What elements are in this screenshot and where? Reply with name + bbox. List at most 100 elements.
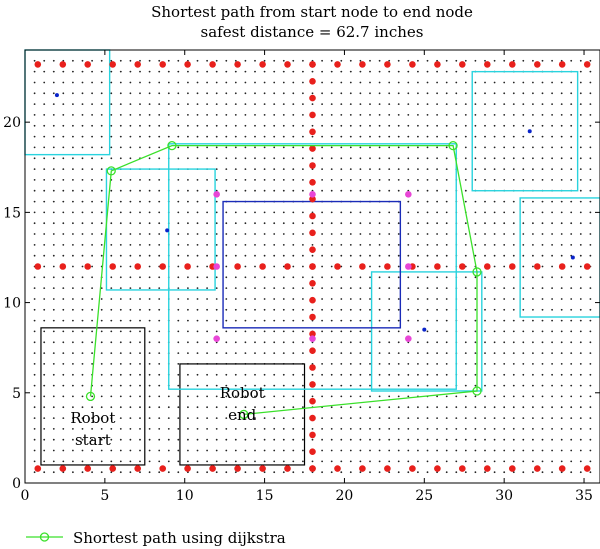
grid-dot — [522, 168, 525, 171]
grid-dot — [254, 265, 256, 268]
grid-dot — [551, 438, 553, 441]
grid-dot — [33, 428, 36, 430]
grid-dot — [474, 276, 477, 279]
grid-dot — [196, 103, 199, 105]
grid-dot — [493, 438, 496, 441]
grid-dot — [158, 103, 161, 105]
grid-dot — [407, 395, 410, 398]
grid-dot — [244, 135, 247, 138]
grid-dot — [369, 254, 371, 257]
grid-dot — [541, 449, 544, 452]
grid-dot — [464, 59, 467, 62]
grid-dot — [52, 103, 55, 105]
grid-dot — [407, 103, 410, 105]
grid-dot — [206, 406, 209, 409]
grid-dot — [503, 395, 506, 398]
grid-dot — [302, 406, 304, 409]
grid-dot — [349, 92, 352, 95]
grid-dot — [292, 135, 295, 138]
grid-dot — [100, 157, 103, 160]
grid-dot — [436, 319, 438, 322]
grid-dot — [503, 384, 506, 387]
grid-dot — [340, 254, 343, 257]
grid-dot — [254, 189, 256, 192]
wall-node — [309, 465, 316, 472]
grid-dot — [369, 352, 371, 354]
grid-dot — [579, 81, 582, 84]
grid-dot — [484, 124, 486, 127]
grid-dot — [484, 254, 486, 257]
grid-dot — [407, 200, 410, 203]
grid-dot — [148, 363, 151, 365]
grid-dot — [551, 308, 553, 311]
grid-dot — [532, 460, 534, 463]
grid-dot — [244, 59, 247, 62]
grid-dot — [397, 373, 400, 376]
grid-dot — [43, 276, 46, 279]
grid-dot — [378, 265, 381, 268]
grid-dot — [589, 135, 592, 138]
grid-dot — [484, 428, 486, 430]
grid-dot — [474, 287, 477, 289]
grid-dot — [369, 92, 371, 95]
grid-dot — [369, 363, 371, 365]
grid-dot — [52, 276, 55, 279]
grid-dot — [464, 341, 467, 344]
grid-dot — [177, 146, 180, 149]
grid-dot — [532, 135, 534, 138]
grid-dot — [254, 81, 256, 84]
grid-dot — [187, 114, 189, 116]
grid-dot — [225, 298, 228, 300]
grid-dot — [522, 352, 525, 354]
grid-dot — [359, 233, 362, 235]
grid-dot — [311, 244, 314, 246]
grid-dot — [110, 114, 113, 116]
grid-dot — [522, 449, 525, 452]
grid-dot — [225, 330, 228, 333]
grid-dot — [196, 70, 199, 73]
path-node — [167, 140, 177, 151]
grid-dot — [484, 92, 486, 95]
wall-node — [309, 364, 316, 371]
wall-node — [309, 397, 316, 405]
grid-dot — [388, 254, 391, 257]
grid-dot — [119, 417, 122, 419]
grid-dot — [445, 417, 448, 419]
grid-dot — [369, 70, 371, 73]
grid-dot — [273, 276, 276, 279]
grid-dot — [369, 222, 371, 225]
grid-dot — [532, 384, 534, 387]
grid-dot — [91, 308, 93, 311]
grid-dot — [302, 59, 304, 62]
grid-dot — [177, 124, 180, 127]
grid-dot — [263, 395, 266, 398]
grid-dot — [33, 211, 36, 214]
grid-dot — [292, 244, 295, 246]
grid-dot — [119, 341, 122, 344]
grid-dot — [33, 124, 36, 127]
grid-dot — [110, 222, 113, 225]
grid-dot — [349, 287, 352, 289]
grid-dot — [407, 384, 410, 387]
grid-dot — [340, 179, 343, 181]
grid-dot — [493, 276, 496, 279]
grid-dot — [589, 244, 592, 246]
grid-dot — [474, 298, 477, 300]
grid-dot — [225, 352, 228, 354]
grid-dot — [215, 103, 218, 105]
grid-dot — [292, 157, 295, 160]
grid-dot — [129, 189, 132, 192]
grid-dot — [206, 460, 209, 463]
grid-dot — [292, 373, 295, 376]
grid-dot — [397, 417, 400, 419]
grid-dot — [589, 189, 592, 192]
grid-dot — [62, 114, 65, 116]
grid-dot — [484, 417, 486, 419]
grid-dot — [359, 157, 362, 160]
grid-dot — [254, 168, 256, 171]
grid-dot — [551, 352, 553, 354]
grid-dot — [417, 189, 419, 192]
grid-dot — [100, 189, 103, 192]
grid-dot — [340, 395, 343, 398]
grid-dot — [100, 233, 103, 235]
